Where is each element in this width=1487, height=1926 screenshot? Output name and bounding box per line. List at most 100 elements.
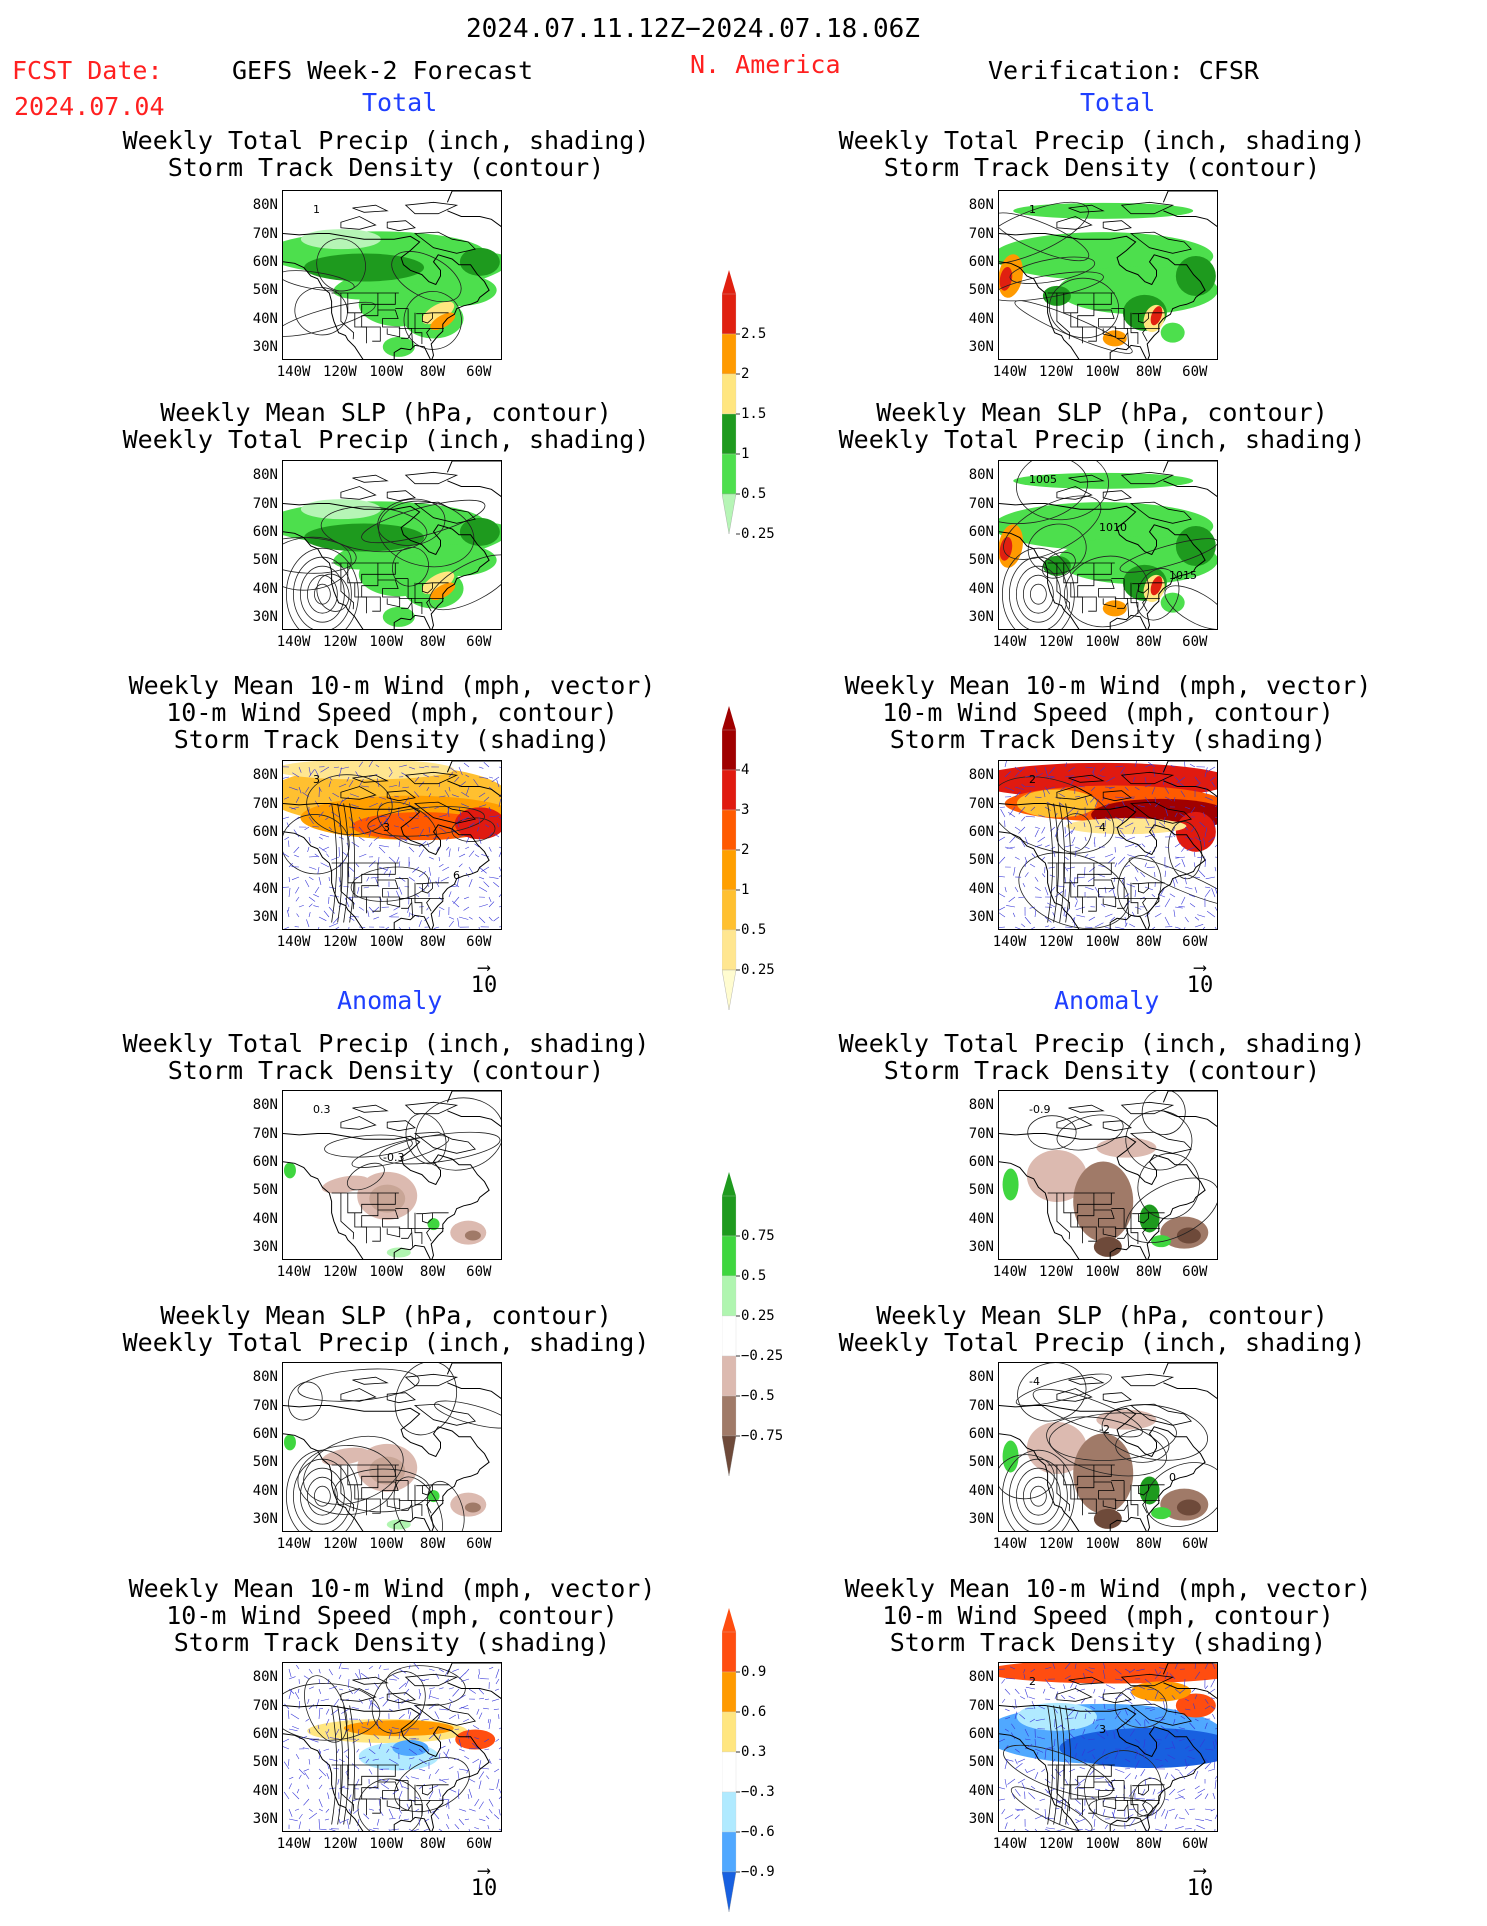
colorbar-segment xyxy=(722,1632,736,1672)
lat-tick-label: 80N xyxy=(960,1097,994,1113)
title-fa-wind-3: Storm Track Density (shading) xyxy=(42,1630,742,1655)
colorbar-segment xyxy=(722,414,736,454)
colorbar-canvas: 2.521.510.50.25 xyxy=(722,270,782,544)
colorbar-label: 0.75 xyxy=(741,1228,775,1244)
lat-tick-label: 60N xyxy=(960,1726,994,1742)
lat-tick-label: 40N xyxy=(244,581,278,597)
lat-tick-label: 40N xyxy=(244,1211,278,1227)
fcst-date-value: 2024.07.04 xyxy=(14,94,165,119)
colorbar-segment xyxy=(722,1792,736,1832)
lat-tick-label: 80N xyxy=(244,767,278,783)
map-canvas: 23 xyxy=(999,1663,1218,1832)
lon-tick-label: 140W xyxy=(988,1536,1032,1552)
lat-tick-label: 60N xyxy=(244,254,278,270)
shaded-region xyxy=(1176,526,1216,566)
lon-tick-label: 80W xyxy=(1127,364,1171,380)
colorbar-label: 0.5 xyxy=(741,922,766,938)
lat-tick-label: 60N xyxy=(244,1426,278,1442)
lon-tick-label: 80W xyxy=(1127,1836,1171,1852)
shaded-region xyxy=(284,1162,296,1178)
colorbar-segment xyxy=(722,1276,736,1316)
lon-tick-label: 60W xyxy=(457,1264,501,1280)
title-fc-wind-2: 10-m Wind Speed (mph, contour) xyxy=(42,700,742,725)
shaded-region xyxy=(383,337,415,357)
map-fa-wind-track xyxy=(282,1662,502,1832)
lon-tick-label: 100W xyxy=(1080,364,1124,380)
lon-tick-label: 120W xyxy=(1034,1536,1078,1552)
lat-tick-label: 50N xyxy=(960,852,994,868)
vector-scale-value: 10 xyxy=(1180,1876,1220,1901)
colorbar-label: −0.75 xyxy=(741,1428,782,1444)
vector-arrow-icon: ⟶ xyxy=(464,963,504,973)
colorbar-segment xyxy=(722,930,736,970)
vector-arrow-icon: ⟶ xyxy=(1180,1866,1220,1876)
colorbar-label: −0.25 xyxy=(741,1348,782,1364)
region-label: N. America xyxy=(690,52,841,77)
colorbar-label: −0.9 xyxy=(741,1864,775,1880)
lat-tick-label: 60N xyxy=(244,1154,278,1170)
shaded-region xyxy=(1003,1169,1019,1201)
lat-tick-label: 60N xyxy=(960,824,994,840)
contour-label: 1005 xyxy=(1029,473,1057,486)
vector-scale-value: 10 xyxy=(464,973,504,998)
title-fc-wind-3: Storm Track Density (shading) xyxy=(42,727,742,752)
colorbar-label: 2 xyxy=(741,366,749,382)
shaded-region xyxy=(417,274,497,306)
lat-tick-label: 70N xyxy=(244,496,278,512)
title-ca-wind-3: Storm Track Density (shading) xyxy=(758,1630,1458,1655)
title-ca-wind-1: Weekly Mean 10-m Wind (mph, vector) xyxy=(758,1576,1458,1601)
title-cf-precip-2: Storm Track Density (contour) xyxy=(752,155,1452,180)
lat-tick-label: 70N xyxy=(244,226,278,242)
lat-tick-label: 80N xyxy=(244,1369,278,1385)
lon-tick-label: 80W xyxy=(411,1536,455,1552)
shaded-region xyxy=(1094,1237,1122,1257)
colorbar-segment xyxy=(722,374,736,414)
shaded-region xyxy=(1161,593,1185,613)
colorbar-canvas: 0.90.60.3−0.3−0.6−0.9 xyxy=(722,1608,782,1922)
lat-tick-label: 50N xyxy=(244,1754,278,1770)
lat-tick-label: 40N xyxy=(244,311,278,327)
lon-tick-label: 120W xyxy=(318,1536,362,1552)
lon-tick-label: 100W xyxy=(364,1536,408,1552)
shaded-region xyxy=(1176,256,1216,296)
colorbar-segment xyxy=(722,1672,736,1712)
colorbar-segment xyxy=(722,1396,736,1436)
lon-tick-label: 60W xyxy=(1173,364,1217,380)
contour-label: 0 xyxy=(1169,1471,1176,1484)
lon-tick-label: 100W xyxy=(364,934,408,950)
lon-tick-label: 140W xyxy=(272,364,316,380)
lon-tick-label: 60W xyxy=(457,1836,501,1852)
lat-tick-label: 50N xyxy=(244,1454,278,1470)
lat-tick-label: 70N xyxy=(960,1398,994,1414)
colorbar-segment xyxy=(722,454,736,494)
colorbar-cap xyxy=(722,1436,736,1476)
section-label-anomaly-right: Anomaly xyxy=(1054,988,1159,1013)
shaded-region xyxy=(1094,1509,1122,1529)
shaded-region xyxy=(465,1231,481,1241)
left-column-title: GEFS Week-2 Forecast xyxy=(232,58,533,83)
lat-tick-label: 50N xyxy=(960,1182,994,1198)
colorbar-segment xyxy=(722,890,736,930)
colorbar-label: −0.3 xyxy=(741,1784,775,1800)
lon-tick-label: 100W xyxy=(1080,934,1124,950)
shaded-region xyxy=(460,248,500,276)
vector-scale-value: 10 xyxy=(1180,973,1220,998)
title-ca-slp-1: Weekly Mean SLP (hPa, contour) xyxy=(752,1303,1452,1328)
lat-tick-label: 50N xyxy=(960,552,994,568)
lat-tick-label: 70N xyxy=(960,496,994,512)
lat-tick-label: 60N xyxy=(960,524,994,540)
title-cf-slp-1: Weekly Mean SLP (hPa, contour) xyxy=(752,400,1452,425)
lon-tick-label: 100W xyxy=(364,634,408,650)
shaded-region xyxy=(1003,1441,1019,1473)
contour-label: 1 xyxy=(1029,203,1036,216)
title-fa-precip-1: Weekly Total Precip (inch, shading) xyxy=(36,1031,736,1056)
contour-label: 6 xyxy=(453,869,460,882)
title-ca-wind-2: 10-m Wind Speed (mph, contour) xyxy=(758,1603,1458,1628)
colorbar-segment xyxy=(722,1752,736,1792)
lon-tick-label: 140W xyxy=(272,634,316,650)
lat-tick-label: 50N xyxy=(244,852,278,868)
lon-tick-label: 80W xyxy=(1127,1264,1171,1280)
